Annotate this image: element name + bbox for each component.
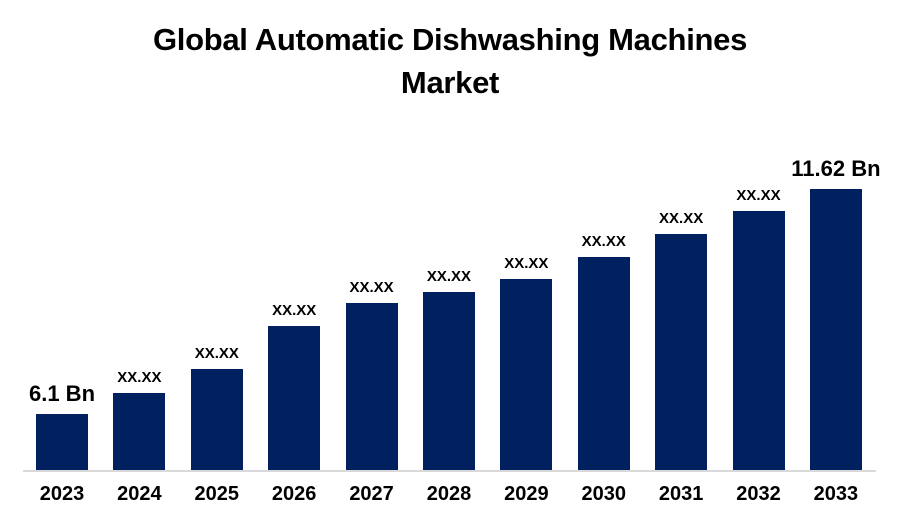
bar-value-label: XX.XX xyxy=(504,255,549,272)
bar-group: 6.1 Bn xyxy=(29,381,95,470)
bar-2025 xyxy=(190,369,243,470)
bar-group: XX.XX xyxy=(732,187,785,470)
bar-2033 xyxy=(809,189,862,470)
bar-2031 xyxy=(655,234,708,470)
x-tick-label: 2033 xyxy=(813,483,859,505)
bar-group: XX.XX xyxy=(345,279,398,470)
bar-value-label: 11.62 Bn xyxy=(791,156,881,181)
bar-group: 11.62 Bn xyxy=(791,156,881,470)
bar-group: XX.XX xyxy=(268,302,321,470)
bar-2027 xyxy=(345,303,398,470)
bar-value-label: XX.XX xyxy=(194,345,239,362)
bar-value-label: XX.XX xyxy=(349,279,394,296)
x-tick-label: 2027 xyxy=(349,483,394,505)
x-tick-label: 2025 xyxy=(194,483,240,505)
x-axis-labels: 2023 2024 2025 2026 2027 2028 2029 2030 2031 2032… xyxy=(23,483,876,506)
bar-value-label: XX.XX xyxy=(736,187,781,204)
bar-value-label: XX.XX xyxy=(272,302,317,319)
bar-value-label: XX.XX xyxy=(117,369,162,386)
bar-value-label: XX.XX xyxy=(581,233,626,250)
bar-2028 xyxy=(422,292,475,470)
bar-2029 xyxy=(500,279,553,470)
x-tick-label: 2026 xyxy=(271,483,317,505)
bar-2023 xyxy=(36,414,88,470)
bar-group: XX.XX xyxy=(113,369,166,470)
bar-value-label: 6.1 Bn xyxy=(28,381,96,406)
bar-2032 xyxy=(732,211,785,470)
bar-plot: 6.1 Bn XX.XX XX.XX XX.XX XX.XX XX.XX XX.XX XX.X… xyxy=(23,118,881,472)
bar-group: XX.XX xyxy=(190,345,243,470)
x-tick-label: 2024 xyxy=(117,483,162,505)
bar-group: XX.XX xyxy=(577,233,630,470)
x-tick-label: 2032 xyxy=(736,483,781,505)
bar-value-label: XX.XX xyxy=(659,210,704,227)
bar-group: XX.XX xyxy=(500,255,553,470)
x-axis-line xyxy=(23,470,876,472)
x-tick-label: 2023 xyxy=(39,483,85,505)
x-tick-label: 2030 xyxy=(581,483,626,505)
bar-value-label: XX.XX xyxy=(426,268,472,285)
x-tick-label: 2031 xyxy=(658,483,704,505)
bar-group: XX.XX xyxy=(422,268,475,470)
x-tick-label: 2029 xyxy=(504,483,549,505)
chart-title: Global Automatic Dishwashing Machines Ma… xyxy=(152,22,748,100)
bar-group: XX.XX xyxy=(655,210,708,470)
x-tick-label: 2028 xyxy=(426,483,472,505)
bar-2024 xyxy=(113,393,166,470)
bars-row: 6.1 Bn XX.XX XX.XX XX.XX XX.XX XX.XX XX.XX XX.X… xyxy=(29,118,881,470)
bar-2026 xyxy=(268,326,321,470)
bar-2030 xyxy=(577,257,630,470)
